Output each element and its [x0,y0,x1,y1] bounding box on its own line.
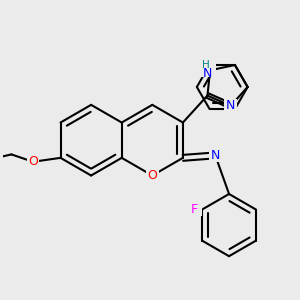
Text: N: N [226,99,235,112]
Text: N: N [211,149,220,162]
Text: H: H [202,60,210,70]
Bar [209,149,222,162]
Bar [27,155,39,168]
Bar [146,169,159,182]
Text: O: O [28,155,38,168]
Text: F: F [191,203,198,216]
Bar [195,61,216,77]
Text: N: N [203,67,212,80]
Bar [188,203,202,216]
Text: O: O [147,169,157,182]
Bar [224,100,237,112]
